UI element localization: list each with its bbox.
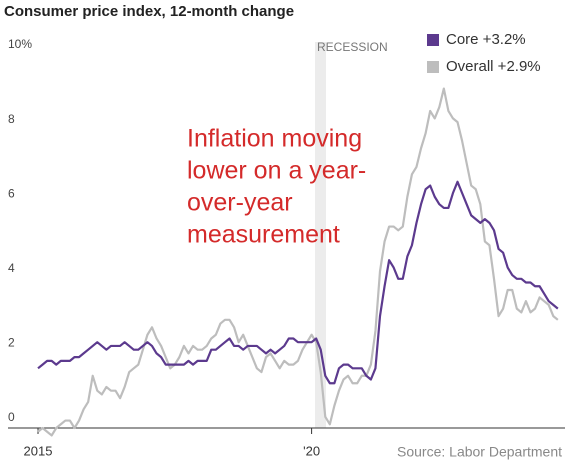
y-tick-label: 8 [8,112,15,126]
legend-label: Overall +2.9% [446,58,541,75]
series-line [37,180,559,385]
recession-band [315,42,326,428]
annotation: Inflation moving [187,125,362,153]
source: Source: Labor Department [397,444,562,460]
annotation: over-year [187,189,293,217]
series-line [37,87,559,437]
y-tick-label: 10% [8,37,32,51]
legend-label: Core +3.2% [446,31,526,48]
legend-swatch [427,34,439,46]
recession-label: RECESSION [317,40,388,54]
y-tick-label: 0 [8,410,15,424]
chart-title: Consumer price index, 12-month change [4,3,294,20]
y-tick-label: 4 [8,261,15,275]
y-tick-label: 2 [8,336,15,350]
y-tick-label: 6 [8,186,15,200]
x-tick-label: '20 [303,443,320,458]
legend-swatch [427,61,439,73]
annotation: measurement [187,221,340,249]
x-tick-label: 2015 [24,443,53,458]
annotation: lower on a year- [187,157,366,185]
